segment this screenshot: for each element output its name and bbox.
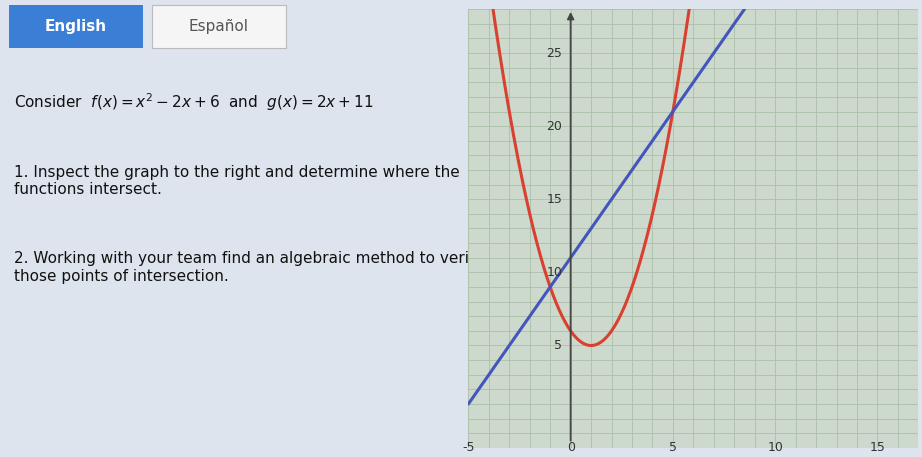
Text: 1. Inspect the graph to the right and determine where the
functions intersect.: 1. Inspect the graph to the right and de…: [14, 165, 459, 197]
Text: -5: -5: [462, 441, 475, 453]
Text: 20: 20: [547, 120, 562, 133]
Text: English: English: [44, 19, 107, 34]
Text: 10: 10: [767, 441, 783, 453]
Text: Consider  $f(x) = x^2 - 2x + 6$  and  $g(x) = 2x + 11$: Consider $f(x) = x^2 - 2x + 6$ and $g(x)…: [14, 91, 373, 113]
Text: 5: 5: [554, 339, 562, 352]
Text: 5: 5: [668, 441, 677, 453]
Text: 15: 15: [547, 193, 562, 206]
Text: 2. Working with your team find an algebraic method to verify
those points of int: 2. Working with your team find an algebr…: [14, 251, 483, 284]
Text: 15: 15: [869, 441, 885, 453]
Text: 25: 25: [547, 47, 562, 59]
Text: 10: 10: [547, 266, 562, 279]
Text: Español: Español: [188, 19, 249, 34]
FancyBboxPatch shape: [152, 5, 286, 48]
Text: 0: 0: [567, 441, 574, 453]
FancyBboxPatch shape: [9, 5, 143, 48]
